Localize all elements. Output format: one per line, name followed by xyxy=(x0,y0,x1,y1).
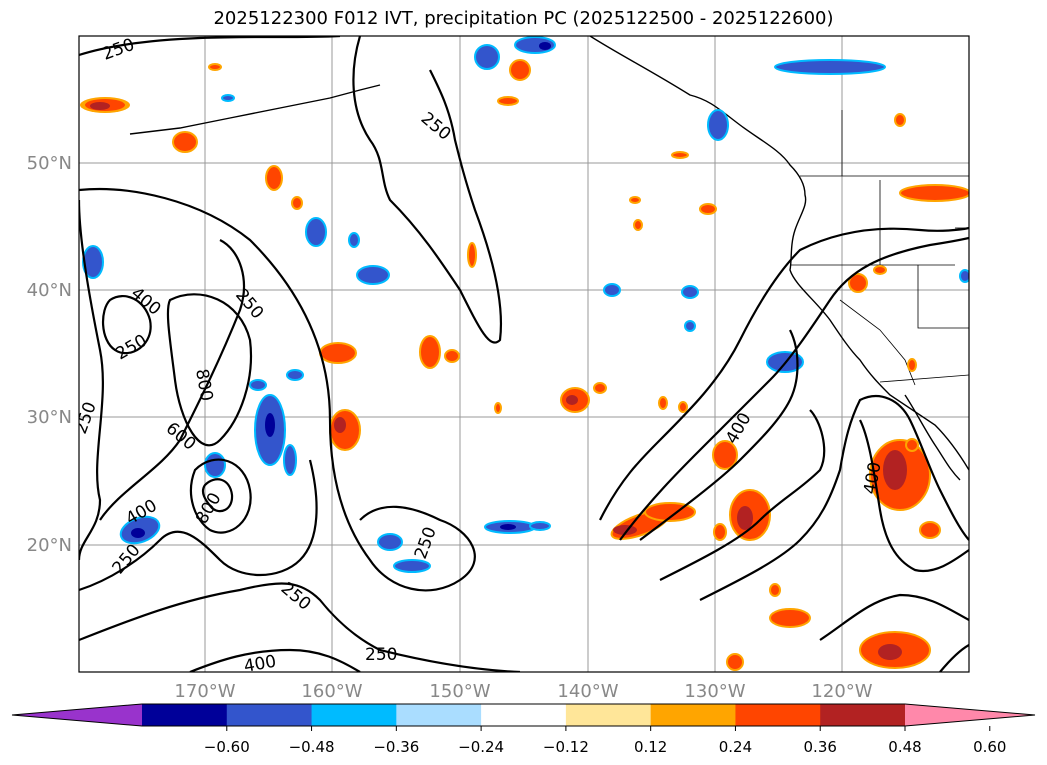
colorbar-extend-low xyxy=(12,704,142,726)
political-borders xyxy=(790,110,969,386)
colorbar-tick-label: 0.12 xyxy=(634,738,667,756)
map-frame xyxy=(78,35,970,673)
contour-label: 400 xyxy=(242,652,277,677)
colorbar-tick-label: −0.48 xyxy=(289,738,335,756)
colorbar-segment xyxy=(820,704,906,726)
contour-label: 250 xyxy=(71,399,101,436)
colorbar-segment xyxy=(565,704,652,726)
contour-label: 250 xyxy=(411,524,441,561)
colorbar-segment xyxy=(226,704,313,726)
colorbar-tick-label: 0.60 xyxy=(973,738,1006,756)
colorbar-outline xyxy=(11,703,1036,727)
lon-label: 150°W xyxy=(429,681,490,702)
colorbar-extend-high xyxy=(905,704,1035,726)
lat-label: 30°N xyxy=(27,407,72,428)
figure-title: 2025122300 F012 IVT, precipitation PC (2… xyxy=(213,8,834,29)
lon-label: 120°W xyxy=(811,681,872,702)
colorbar-tick-label: −0.24 xyxy=(458,738,504,756)
contour-label: 250 xyxy=(365,645,397,665)
ivt-contours xyxy=(79,36,969,672)
colorbar-tick-label: −0.12 xyxy=(543,738,589,756)
contour-label: 400 xyxy=(127,284,165,320)
colorbar-segment xyxy=(142,704,228,726)
lat-label: 50°N xyxy=(27,153,72,174)
contour-label: 800 xyxy=(192,489,226,527)
lon-axis: 170°W 160°W 150°W 140°W 130°W 120°W xyxy=(174,681,872,702)
contour-label: 250 xyxy=(109,540,145,578)
precip-negative xyxy=(82,36,969,573)
contour-labels: 250 250 250 250 250 250 250 250 250 400 … xyxy=(71,35,886,677)
lon-label: 170°W xyxy=(174,681,235,702)
contour-label: 250 xyxy=(100,35,137,65)
precip-positive xyxy=(80,59,969,671)
colorbar-segment xyxy=(396,704,482,726)
lat-label: 20°N xyxy=(27,535,72,556)
lon-label: 130°W xyxy=(684,681,745,702)
graticule xyxy=(79,36,969,672)
colorbar-tick-label: 0.24 xyxy=(719,738,752,756)
contour-label: 250 xyxy=(113,331,151,365)
lon-label: 140°W xyxy=(557,681,618,702)
colorbar-segment xyxy=(481,704,567,726)
contour-label: 800 xyxy=(191,367,216,402)
colorbar-tick-label: 0.36 xyxy=(804,738,837,756)
colorbar-segment xyxy=(311,704,397,726)
lon-label: 160°W xyxy=(301,681,362,702)
colorbar: −0.60 −0.48 −0.36 −0.24 −0.12 0.12 0.24 0.36 0.4… xyxy=(11,703,1036,756)
colorbar-tick-label: 0.48 xyxy=(888,738,921,756)
colorbar-segment xyxy=(650,704,736,726)
contour-label: 600 xyxy=(162,419,200,455)
lat-label: 40°N xyxy=(27,280,72,301)
colorbar-segment xyxy=(735,704,821,726)
map-area: 250 250 250 250 250 250 250 250 250 400 … xyxy=(71,35,969,677)
colorbar-tick-label: −0.36 xyxy=(373,738,419,756)
lat-axis: 50°N 40°N 30°N 20°N xyxy=(27,153,72,556)
colorbar-tick-label: −0.60 xyxy=(204,738,250,756)
